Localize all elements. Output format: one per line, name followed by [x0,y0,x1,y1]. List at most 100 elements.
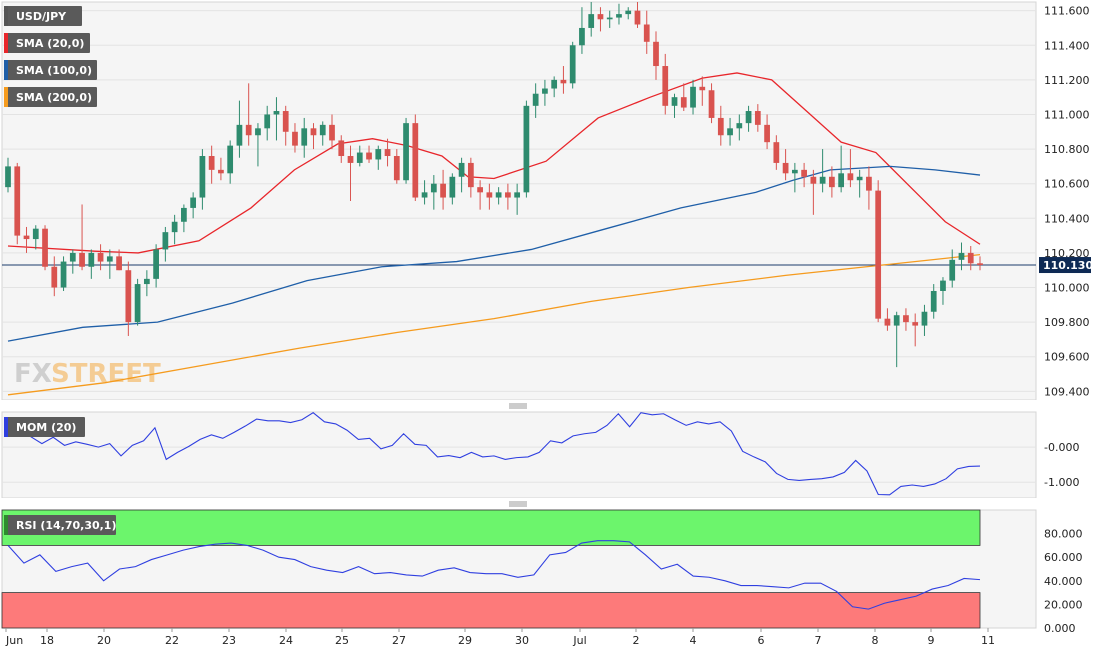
candle-body [403,123,409,181]
candle-body [171,221,178,233]
candle-body [616,14,622,18]
y-tick-label: -1.000 [1044,476,1079,489]
current-price-tag [1039,257,1091,274]
current-price-value: 110.130 [1043,259,1093,272]
panel-separator[interactable] [0,498,1107,509]
tag-momentum[interactable]: MOM (20) [4,417,85,437]
candle-body [967,252,974,264]
candle-body [329,124,335,141]
candle-body [597,14,604,20]
candle-body [319,124,326,136]
candle-body [579,27,585,46]
candle-body [97,252,104,262]
indicator-tag-background[interactable] [4,33,90,53]
candle-body [680,97,687,108]
candle-body [153,249,159,279]
x-tick-label: 29 [458,634,472,647]
x-tick-label: 8 [872,634,879,647]
candle-body [347,156,354,163]
x-tick-label: 25 [335,634,349,647]
candle-body [856,176,863,181]
candle-body [505,192,511,198]
indicator-color-swatch [4,87,8,107]
y-tick-label: 110.600 [1044,178,1090,191]
x-tick-label: 20 [97,634,111,647]
candle-body [208,156,215,170]
candle-body [736,123,743,129]
candle-body [662,66,669,106]
candle-body [569,45,576,84]
candle-body [893,315,900,326]
indicator-labels[interactable]: USD/JPY SMA (20,0) SMA (100,0) SMA (200,0) M… [4,6,116,535]
candle-body [255,128,261,136]
candle-body [366,152,372,160]
candle-body [949,259,956,281]
x-tick-label: 7 [815,634,822,647]
tag-sma-200[interactable]: SMA (200,0) [4,87,97,107]
tag-sma-20[interactable]: SMA (20,0) [4,33,90,53]
indicator-tag-background[interactable] [4,6,82,26]
candle-body [791,169,798,174]
candle-body [560,79,567,84]
candle-body [606,17,613,20]
indicator-tag-background[interactable] [4,515,116,535]
panel-background [1,1,1037,401]
indicator-tag-label[interactable]: SMA (100,0) [16,64,92,77]
y-tick-label: 111.200 [1044,74,1090,87]
y-tick-label: 110.000 [1044,282,1090,295]
candle-body [542,88,548,94]
y-tick-label: 110.800 [1044,143,1090,156]
momentum-panel: -0.000 -1.000 [1,411,1079,499]
candle-body [467,162,474,188]
candle-body [143,278,150,285]
indicator-tag-background[interactable] [4,417,85,437]
candle-body [458,162,465,177]
y-tick-label: 20.000 [1044,598,1083,611]
panel-background [1,411,1037,499]
tag-rsi[interactable]: RSI (14,70,30,1) [4,515,116,535]
indicator-color-swatch [4,417,8,437]
candle-body [875,190,882,319]
y-tick-label: 60.000 [1044,551,1083,564]
candle-body [699,86,706,91]
candle-body [162,232,169,250]
rsi-oversold-zone [1,592,981,629]
candle-body [477,187,483,193]
candle-body [23,235,30,240]
tag-sma-100[interactable]: SMA (100,0) [4,60,97,80]
indicator-tag-label[interactable]: SMA (200,0) [16,91,92,104]
candle-body [866,176,872,191]
y-tick-label: 40.000 [1044,575,1083,588]
candle-body [977,263,983,266]
x-tick-label: Jul [572,634,586,647]
y-tick-label: 111.000 [1044,108,1090,121]
candle-body [745,111,752,124]
rsi-overbought-zone [1,509,981,546]
candle-body [847,173,854,181]
x-tick-label: 30 [515,634,529,647]
candle-body [421,192,428,198]
x-tick-label: 24 [279,634,293,647]
price-panel: 111.600 111.400 111.200 111.000 110.800 110.6… [1,1,1093,401]
indicator-tag-label[interactable]: RSI (14,70,30,1) [16,519,116,532]
indicator-tag-label[interactable]: USD/JPY [16,10,67,23]
candle-body [754,111,761,125]
indicator-tag-label[interactable]: MOM (20) [16,421,76,434]
candle-body [190,197,197,208]
candle-body [181,207,187,222]
candle-body [338,140,345,157]
candle-body [440,183,446,198]
tag-symbol[interactable]: USD/JPY [4,6,82,26]
indicator-tag-background[interactable] [4,87,97,107]
indicator-tag-label[interactable]: SMA (20,0) [16,37,84,50]
candle-body [32,228,39,240]
y-tick-label: 0.000 [1044,622,1076,635]
x-tick-label: 6 [758,634,765,647]
candle-body [199,156,206,198]
candle-body [532,93,539,106]
panel-separator[interactable] [0,400,1107,411]
y-tick-label: 109.800 [1044,316,1090,329]
candle-body [227,145,234,174]
indicator-tag-background[interactable] [4,60,97,80]
candle-body [218,169,224,174]
